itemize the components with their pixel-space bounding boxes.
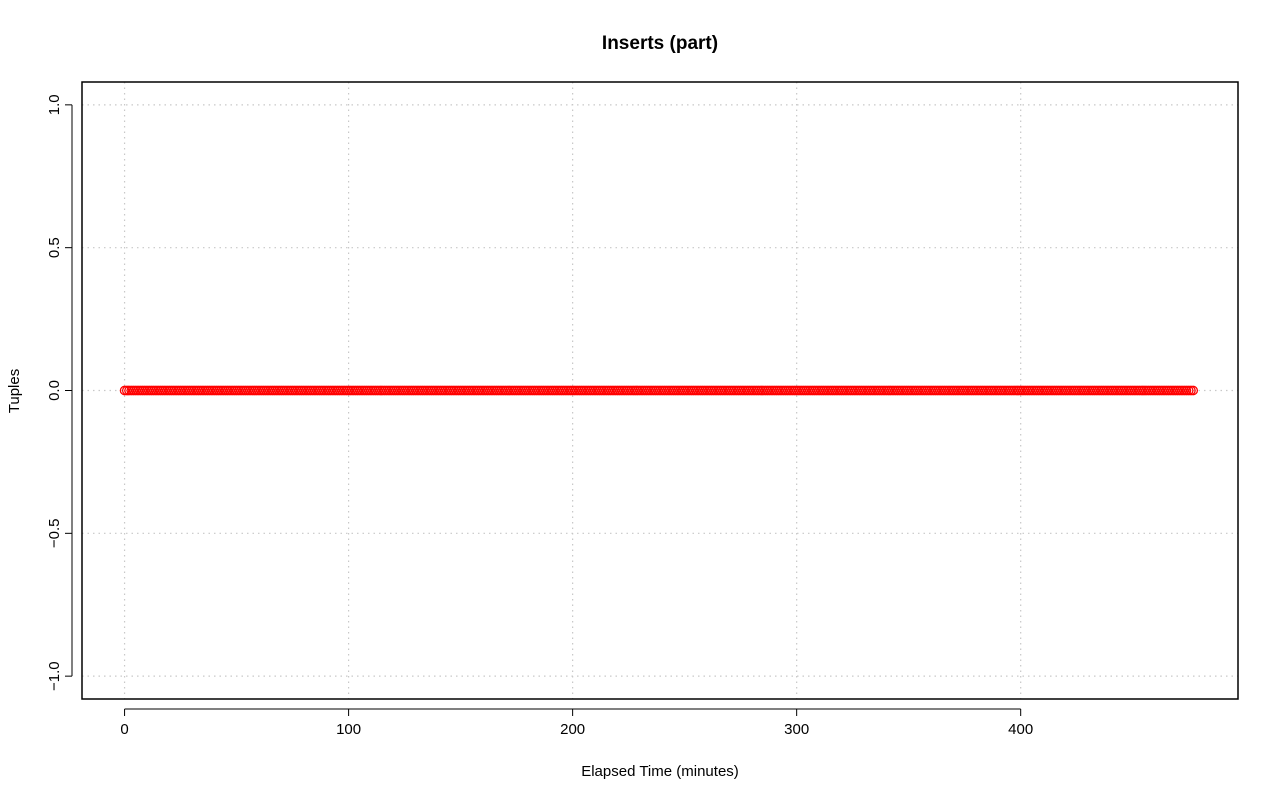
y-tick-label-3: 0.5 xyxy=(46,237,63,258)
data-series-tuples xyxy=(119,385,1199,396)
y-axis-label: Tuples xyxy=(6,369,23,413)
y-axis: −1.0 −0.5 0.0 0.5 1.0 xyxy=(46,94,73,691)
x-axis-label: Elapsed Time (minutes) xyxy=(581,763,739,780)
chart-title: Inserts (part) xyxy=(602,33,718,54)
data-point xyxy=(1188,385,1199,396)
x-axis: 0 100 200 300 400 xyxy=(120,708,1033,738)
plot-frame xyxy=(81,81,1239,700)
y-tick-label-4: 1.0 xyxy=(46,94,63,115)
x-tick-label-3: 300 xyxy=(784,721,809,738)
x-tick-label-1: 100 xyxy=(336,721,361,738)
y-tick-label-2: 0.0 xyxy=(46,380,63,401)
x-tick-label-2: 200 xyxy=(560,721,585,738)
y-tick-label-1: −0.5 xyxy=(46,519,63,549)
x-tick-label-0: 0 xyxy=(120,721,128,738)
y-tick-label-0: −1.0 xyxy=(46,661,63,691)
x-tick-label-4: 400 xyxy=(1008,721,1033,738)
